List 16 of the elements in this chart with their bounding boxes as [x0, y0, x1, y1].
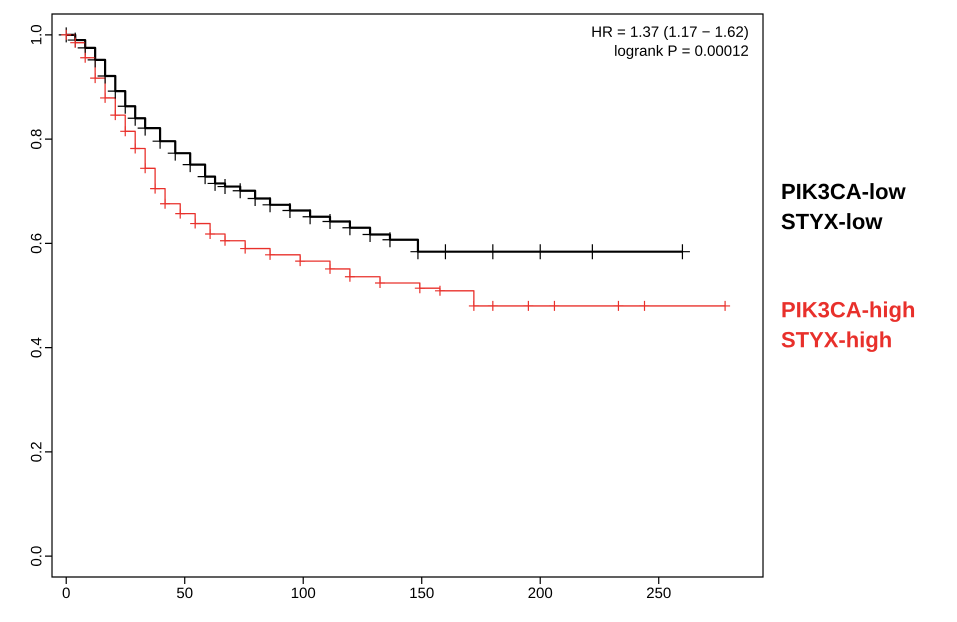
x-tick-label: 0	[62, 588, 70, 598]
x-tick-label: 150	[410, 588, 434, 598]
x-tick-label: 250	[646, 588, 671, 598]
text: PIK3CA-low STYX-low	[782, 183, 906, 230]
x-tick-label: 200	[528, 588, 552, 598]
y-tick-label: 0.2	[30, 442, 42, 462]
annotation: logrank P = 0.00012	[615, 44, 748, 59]
y-tick-label: 0.6	[30, 234, 42, 254]
y-tick-label: 0.8	[30, 129, 42, 149]
y-tick-label: 0.4	[30, 338, 42, 358]
y-tick-label: 1.0	[30, 25, 42, 44]
y-tick-label: 0.0	[30, 546, 42, 566]
annotation: HR = 1.37 (1.17 − 1.62)	[592, 26, 748, 40]
x-tick-label: 100	[292, 588, 316, 598]
text: PIK3CA-high STYX-high	[782, 301, 914, 352]
x-tick-label: 50	[176, 588, 192, 598]
